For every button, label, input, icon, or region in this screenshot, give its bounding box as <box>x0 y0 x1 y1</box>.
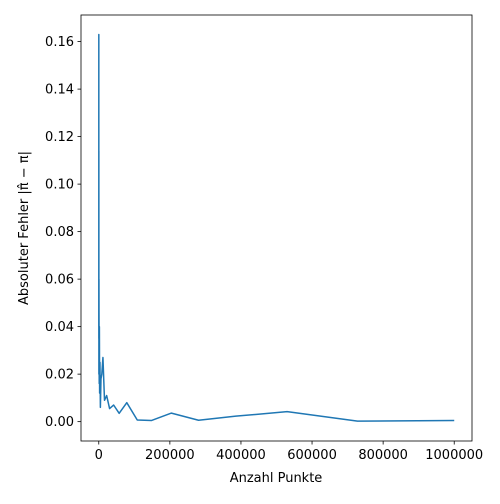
y-tick-label: 0.02 <box>45 368 74 383</box>
y-tick-label: 0.16 <box>45 35 74 50</box>
y-tick-label: 0.00 <box>45 415 74 430</box>
y-tick-label: 0.10 <box>45 178 74 193</box>
plot-frame <box>80 14 473 442</box>
x-tick-label: 200000 <box>145 448 195 463</box>
x-tick-label: 400000 <box>216 448 266 463</box>
x-tick-label: 0 <box>95 448 103 463</box>
y-tick-label: 0.14 <box>45 83 74 98</box>
y-tick-label: 0.12 <box>45 130 74 145</box>
x-tick-label: 800000 <box>358 448 408 463</box>
y-tick-label: 0.08 <box>45 225 74 240</box>
y-axis-label: Absoluter Fehler |π̂ − π| <box>17 151 32 305</box>
data-line <box>98 33 455 422</box>
x-axis-label: Anzahl Punkte <box>230 471 323 486</box>
x-tick-label: 600000 <box>287 448 337 463</box>
x-tick-label: 1000000 <box>425 448 483 463</box>
y-tick-label: 0.04 <box>45 320 74 335</box>
y-tick-label: 0.06 <box>45 273 74 288</box>
